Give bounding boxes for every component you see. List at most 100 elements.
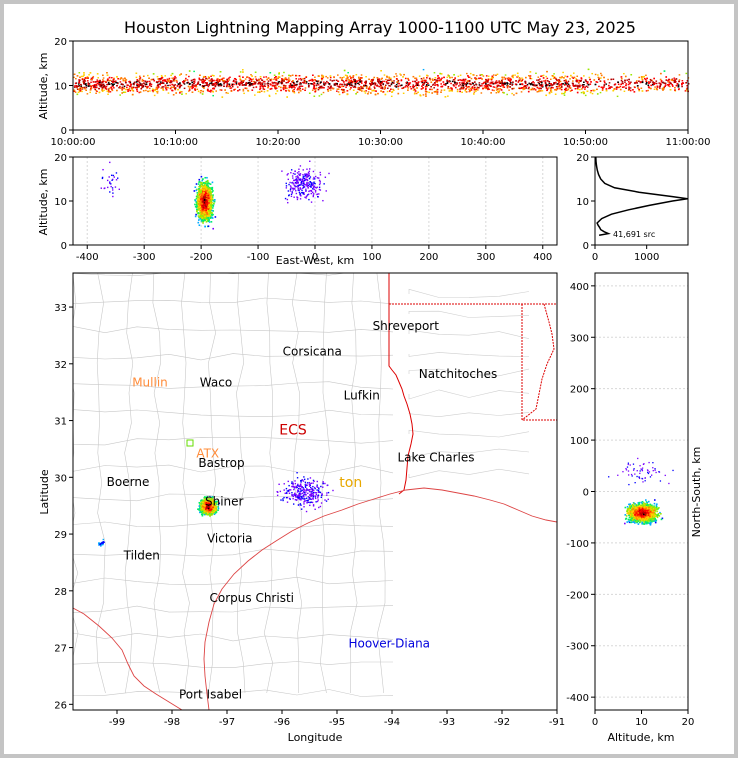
east-west-source (208, 209, 211, 211)
east-west-source (209, 204, 212, 207)
time-altitude-source (584, 86, 586, 89)
time-altitude-source (648, 82, 650, 85)
time-altitude-source (369, 88, 372, 90)
time-altitude-source (571, 76, 574, 78)
time-altitude-source (106, 90, 109, 92)
time-altitude-source (181, 93, 183, 95)
east-west-source (210, 197, 213, 200)
time-altitude-source (316, 80, 318, 82)
time-altitude-source (220, 84, 223, 86)
time-altitude-source (408, 83, 411, 85)
time-altitude-source (174, 88, 177, 91)
time-altitude-source (146, 81, 148, 83)
time-altitude-source (210, 89, 212, 92)
time-altitude-axes: 10:00:00 10:10:00 10:20:00 10:30:00 10:40:00… (51, 37, 711, 148)
time-altitude-source (388, 76, 390, 78)
time-altitude-source (628, 88, 630, 90)
time-altitude-source (124, 78, 127, 80)
time-altitude-source (566, 85, 569, 88)
time-altitude-source (312, 79, 314, 82)
time-altitude-source (314, 90, 317, 93)
time-altitude-source (425, 95, 427, 97)
east-west-source (203, 193, 206, 196)
time-altitude-source (87, 82, 90, 84)
east-west-source (202, 182, 205, 184)
time-altitude-source (144, 85, 147, 88)
east-west-source (199, 200, 201, 203)
time-altitude-source (86, 80, 89, 82)
time-altitude-source (603, 86, 605, 88)
time-altitude-source (520, 87, 523, 89)
time-altitude-source (414, 92, 416, 94)
time-altitude-source (362, 87, 364, 90)
time-altitude-source (507, 79, 510, 81)
time-altitude-source (656, 85, 659, 87)
time-altitude-source (583, 91, 585, 94)
time-altitude-source (546, 89, 548, 92)
time-altitude-source (278, 80, 280, 83)
time-altitude-source (244, 78, 247, 80)
time-altitude-source (649, 78, 652, 81)
time-altitude-source (395, 78, 398, 80)
time-altitude-source (91, 77, 94, 79)
time-altitude-source (575, 78, 577, 80)
east-west-source (201, 178, 204, 181)
time-altitude-source (673, 79, 676, 81)
east-west-source (202, 194, 204, 197)
time-altitude-source (653, 82, 656, 84)
time-altitude-source (460, 79, 463, 82)
time-altitude-source (80, 83, 82, 86)
time-altitude-source (550, 88, 552, 90)
east-west-source (211, 191, 213, 193)
time-altitude-source (462, 78, 465, 81)
time-altitude-source (519, 87, 522, 89)
time-altitude-source (633, 91, 636, 93)
time-altitude-source (636, 82, 638, 84)
time-altitude-source (415, 77, 418, 79)
east-west-source (201, 196, 203, 198)
time-altitude-source (239, 81, 242, 84)
east-west-source (209, 207, 212, 210)
time-altitude-source (350, 79, 353, 82)
time-altitude-source (662, 81, 665, 84)
time-altitude-source (317, 80, 319, 83)
time-altitude-source (603, 76, 605, 79)
east-west-source (200, 197, 203, 199)
time-altitude-source (493, 86, 496, 88)
time-altitude-source (434, 77, 437, 79)
time-altitude-source (361, 77, 364, 79)
time-altitude-source (171, 72, 174, 75)
time-altitude-source (519, 83, 522, 86)
time-altitude-source (501, 84, 504, 86)
time-altitude-source (566, 84, 569, 87)
time-altitude-source (317, 84, 320, 86)
time-altitude-source (446, 76, 449, 78)
time-altitude-source (641, 90, 644, 92)
time-altitude-source (598, 78, 600, 81)
time-altitude-source (345, 78, 348, 80)
time-altitude-source (288, 90, 291, 92)
time-altitude-source (111, 88, 113, 90)
time-altitude-source (186, 79, 189, 81)
time-altitude-source (422, 94, 425, 96)
time-altitude-source (501, 81, 503, 83)
time-altitude-source (519, 78, 522, 80)
time-altitude-source (555, 86, 558, 88)
time-altitude-source (314, 76, 316, 78)
time-altitude-source (420, 77, 423, 80)
time-altitude-source (101, 87, 104, 90)
time-altitude-source (637, 87, 639, 89)
time-altitude-source (536, 87, 539, 89)
time-altitude-source (434, 78, 436, 81)
time-altitude-source (360, 90, 363, 92)
time-altitude-source (400, 84, 403, 86)
east-west-source (201, 203, 203, 205)
time-altitude-source (245, 87, 248, 90)
time-altitude-source (510, 78, 512, 81)
time-altitude-source (668, 83, 670, 86)
time-altitude-source (580, 78, 583, 80)
time-altitude-source (180, 73, 183, 75)
time-altitude-source (605, 83, 608, 85)
time-altitude-source (163, 80, 166, 82)
time-altitude-source (603, 80, 606, 82)
